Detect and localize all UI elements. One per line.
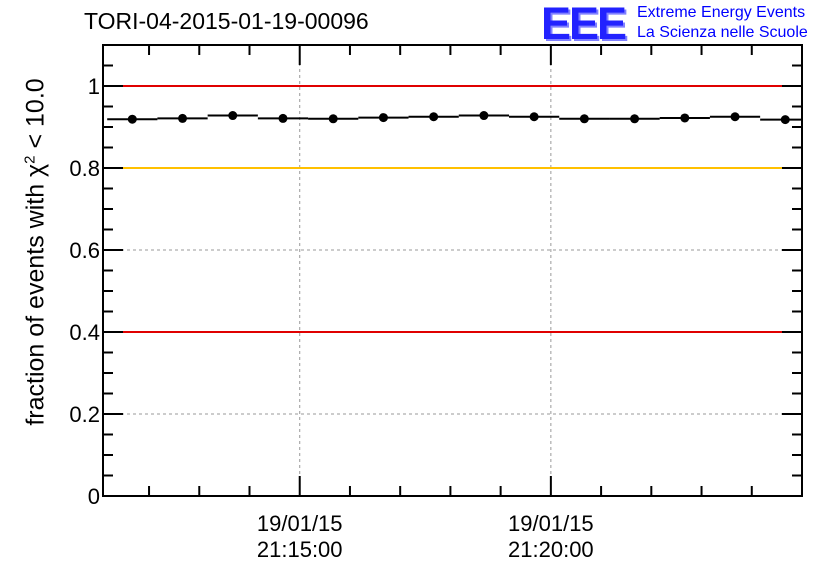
y-tick-label: 0.2 bbox=[69, 402, 100, 427]
x-tick-label-time: 21:20:00 bbox=[508, 537, 594, 562]
data-point bbox=[278, 113, 288, 123]
logo-line-2: La Scienza nelle Scuole bbox=[637, 24, 808, 41]
data-point bbox=[328, 114, 338, 124]
data-point bbox=[730, 112, 740, 122]
grid-lines bbox=[103, 45, 802, 497]
data-point bbox=[579, 114, 589, 124]
axes bbox=[102, 44, 803, 497]
data-point bbox=[780, 115, 790, 125]
data-point bbox=[429, 112, 439, 122]
reference-lines bbox=[103, 85, 802, 333]
chart-title: TORI-04-2015-01-19-00096 bbox=[84, 8, 369, 34]
data-point bbox=[178, 113, 188, 123]
data-point bbox=[127, 114, 137, 124]
y-tick-label: 0.8 bbox=[69, 156, 100, 181]
y-tick-label: 0 bbox=[88, 484, 100, 509]
y-tick-label: 1 bbox=[88, 74, 100, 99]
x-tick-label-date: 19/01/15 bbox=[257, 511, 343, 536]
logo-line-1: Extreme Energy Events bbox=[637, 4, 806, 21]
y-tick-label: 0.6 bbox=[69, 238, 100, 263]
x-tick-label-time: 21:15:00 bbox=[257, 537, 343, 562]
tick-labels: 00.20.40.60.8119/01/1521:15:0019/01/1521… bbox=[69, 74, 593, 562]
x-tick-label-date: 19/01/15 bbox=[508, 511, 594, 536]
data-point bbox=[228, 111, 238, 121]
data-point bbox=[378, 113, 388, 123]
data-point bbox=[479, 111, 489, 121]
plot-frame bbox=[102, 44, 803, 497]
data-point bbox=[529, 112, 539, 122]
eee-logo: EEE bbox=[541, 0, 627, 49]
data-point bbox=[680, 113, 690, 123]
y-tick-label: 0.4 bbox=[69, 320, 100, 345]
data-point bbox=[630, 114, 640, 124]
data-series bbox=[107, 111, 802, 125]
